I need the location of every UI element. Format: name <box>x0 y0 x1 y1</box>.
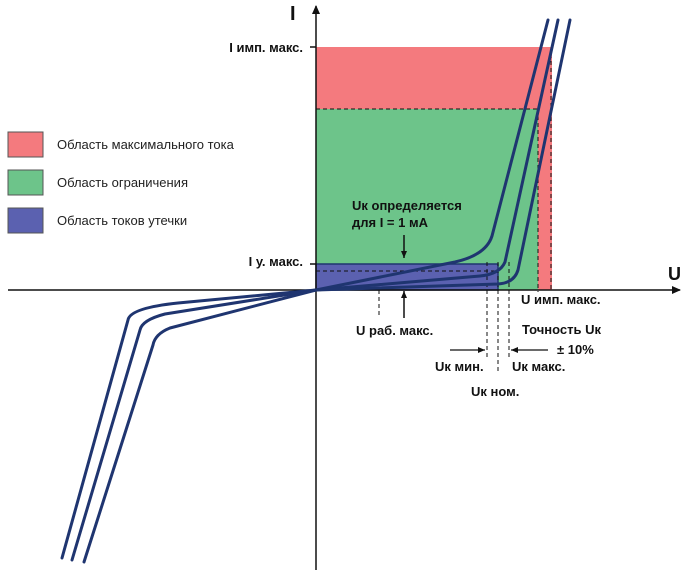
legend-item-clamping: Область ограничения <box>7 169 188 196</box>
legend-label-clamping: Область ограничения <box>57 175 188 190</box>
legend-swatch-max-current <box>7 131 44 158</box>
label-uk-defined-1: Uк определяется <box>352 198 462 213</box>
legend-swatch-clamping <box>7 169 44 196</box>
iv-curves <box>60 18 572 564</box>
label-i-imp-max: I имп. макс. <box>229 40 303 55</box>
label-uk-max: Uк макс. <box>512 359 565 374</box>
label-accuracy-2: ± 10% <box>557 342 594 357</box>
y-axis-label: I <box>290 3 296 25</box>
label-uk-nom: Uк ном. <box>471 384 519 399</box>
label-u-imp-max: U имп. макс. <box>521 292 601 307</box>
legend-label-max-current: Область максимального тока <box>57 137 235 152</box>
label-uk-defined-2: для I = 1 мА <box>352 215 429 230</box>
legend-label-leakage: Область токов утечки <box>57 213 187 228</box>
curve-uk-max <box>82 18 572 564</box>
legend: Область максимального тока Область огран… <box>7 131 235 234</box>
label-u-work-max: U раб. макс. <box>356 323 433 338</box>
label-uk-min: Uк мин. <box>435 359 484 374</box>
legend-item-max-current: Область максимального тока <box>7 131 235 158</box>
legend-item-leakage: Область токов утечки <box>7 207 187 234</box>
label-i-leak-max: I у. макс. <box>249 254 303 269</box>
legend-swatch-leakage <box>7 207 44 234</box>
x-axis-label: U <box>668 264 681 284</box>
label-accuracy-1: Точность Uк <box>522 322 601 337</box>
